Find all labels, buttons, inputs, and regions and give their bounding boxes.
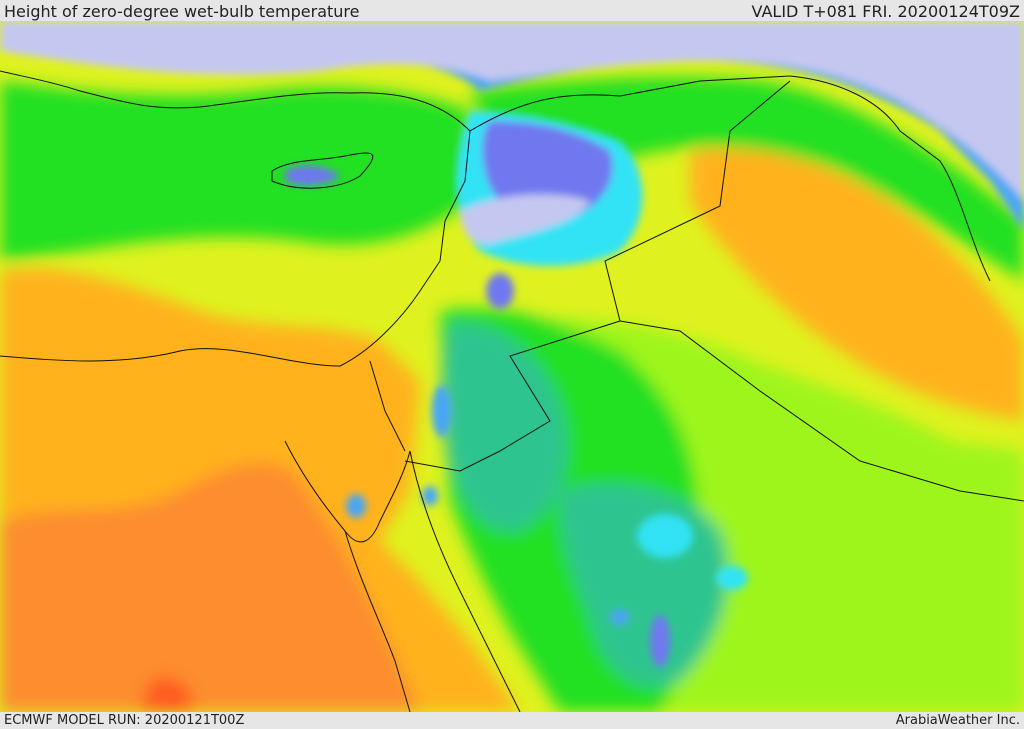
cold-spot-dead-sea <box>432 385 452 437</box>
jordan-border <box>404 80 791 472</box>
cold-spot-saudi-1 <box>637 514 693 558</box>
header-bar: Height of zero-degree wet-bulb temperatu… <box>0 0 1024 21</box>
orange-zone-sinai-south <box>0 462 420 712</box>
cold-spot-sinai <box>346 494 366 518</box>
cold-spot-saudi-3 <box>650 615 670 667</box>
iran-border <box>789 75 991 282</box>
credit: ArabiaWeather Inc. <box>895 713 1020 728</box>
map-canvas <box>0 21 1024 712</box>
borders <box>0 70 1024 712</box>
cold-spot-jordan <box>486 273 514 309</box>
weather-map <box>0 21 1024 712</box>
footer-bar: ECMWF MODEL RUN: 20200121T00Z ArabiaWeat… <box>0 712 1024 729</box>
red-sea-coast-east <box>409 450 521 712</box>
model-run: ECMWF MODEL RUN: 20200121T00Z <box>4 713 245 728</box>
turkey-coastline <box>0 70 471 132</box>
cold-spot-aqaba <box>422 486 438 506</box>
orange-zone-iraq <box>690 148 1024 421</box>
north-africa-coastline <box>0 130 471 367</box>
sinai-gulf-coast <box>284 440 411 543</box>
cyprus-cold-spot <box>285 165 340 186</box>
lowest-zone-lebanon <box>460 194 590 244</box>
valid-time: VALID T+081 FRI. 20200124T09Z <box>751 2 1020 21</box>
cold-spot-saudi-2 <box>716 566 748 590</box>
iraq-saudi-border <box>619 320 1024 502</box>
green-zone-turkey-south <box>470 76 1024 281</box>
map-title: Height of zero-degree wet-bulb temperatu… <box>4 2 360 21</box>
lowest-zone-north <box>0 21 1024 201</box>
egypt-israel-border <box>369 360 406 452</box>
cyprus-outline <box>271 152 374 189</box>
teal-zone-levant <box>441 321 568 533</box>
cold-spot-saudi-4 <box>610 609 630 625</box>
red-orange-spot <box>140 677 192 712</box>
syria-turkey-border <box>469 75 791 132</box>
red-sea-coast-west <box>344 530 411 712</box>
green-zone-mediterranean <box>0 81 470 261</box>
